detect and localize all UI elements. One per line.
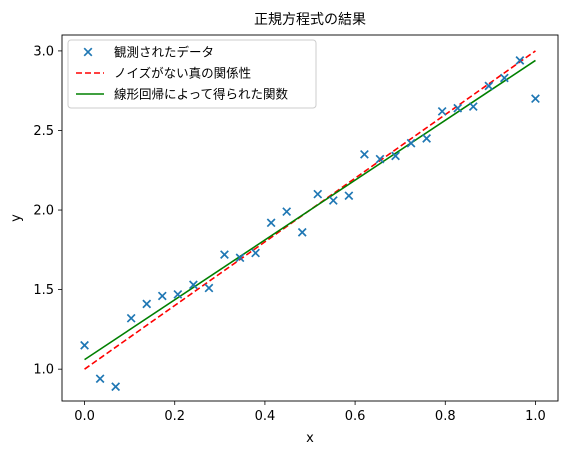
x-tick-label: 1.0 xyxy=(525,409,546,424)
y-tick-label: 3.0 xyxy=(33,44,54,59)
data-point xyxy=(531,94,540,104)
y-tick-label: 1.0 xyxy=(33,363,54,378)
data-point xyxy=(468,102,478,112)
legend-label: 線形回帰によって得られた関数 xyxy=(114,87,289,102)
legend-item: ノイズがない真の関係性 xyxy=(76,66,251,81)
plot-frame xyxy=(61,34,559,402)
x-axis-label: x xyxy=(306,431,314,446)
legend-label: 観測されたデータ xyxy=(114,45,214,60)
data-point xyxy=(499,73,509,83)
data-point xyxy=(406,138,416,148)
data-point xyxy=(142,299,152,309)
scatter-points xyxy=(80,56,540,392)
data-point xyxy=(437,106,447,116)
data-point xyxy=(313,189,323,199)
legend-label: ノイズがない真の関係性 xyxy=(114,66,251,81)
data-point xyxy=(484,81,494,91)
data-point xyxy=(422,134,432,143)
data-point xyxy=(515,56,525,65)
data-point xyxy=(111,382,121,392)
y-axis-label: y xyxy=(9,214,24,222)
data-point xyxy=(126,313,136,323)
x-axis: 0.0 0.2 0.4 0.6 0.8 1.0 xyxy=(74,401,546,424)
data-point xyxy=(173,289,183,299)
chart-title: 正規方程式の結果 xyxy=(254,12,366,28)
data-point xyxy=(235,253,245,263)
x-tick-label: 0.2 xyxy=(164,409,185,424)
y-tick-label: 1.5 xyxy=(33,283,54,298)
x-tick-label: 0.8 xyxy=(435,409,456,424)
data-point xyxy=(80,340,89,350)
legend-item: 線形回帰によって得られた関数 xyxy=(76,87,289,102)
legend-item: 観測されたデータ xyxy=(83,45,214,60)
data-point xyxy=(391,151,400,161)
data-point xyxy=(297,227,307,237)
data-point xyxy=(204,283,214,293)
data-point xyxy=(282,207,292,217)
data-point xyxy=(360,149,369,159)
x-tick-label: 0.6 xyxy=(345,409,366,424)
data-point xyxy=(453,103,463,113)
data-point xyxy=(344,191,354,201)
data-point xyxy=(188,280,198,290)
data-point xyxy=(220,250,229,260)
x-tick-label: 0.4 xyxy=(255,409,276,424)
y-axis: 1.0 1.5 2.0 2.5 3.0 xyxy=(33,44,62,378)
y-tick-label: 2.0 xyxy=(33,204,54,219)
data-point xyxy=(251,248,260,258)
data-point xyxy=(95,374,105,384)
data-point xyxy=(266,218,276,228)
data-point xyxy=(157,291,167,301)
x-tick-label: 0.0 xyxy=(74,409,95,424)
data-point xyxy=(328,196,338,205)
legend-box xyxy=(67,39,317,109)
data-point xyxy=(375,154,385,164)
y-tick-label: 2.5 xyxy=(33,124,54,139)
